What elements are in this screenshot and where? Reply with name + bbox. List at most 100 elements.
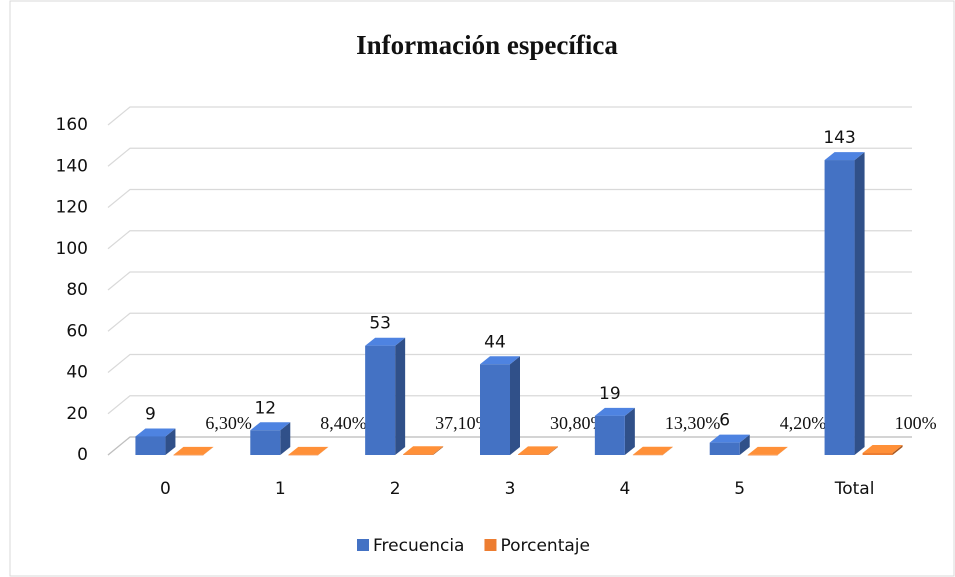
bar-top	[480, 356, 520, 365]
value-label: 4,20%	[780, 413, 827, 433]
y-tick-label: 100	[56, 239, 88, 259]
bar-side	[280, 422, 291, 455]
x-tick-label: 4	[619, 479, 630, 499]
legend-label: Frecuencia	[373, 536, 464, 556]
bar	[288, 446, 329, 456]
bar	[135, 428, 176, 455]
y-tick-label: 140	[56, 156, 88, 176]
bar	[403, 446, 444, 455]
bar-side	[662, 446, 673, 455]
bar	[594, 407, 635, 455]
bar-front	[518, 454, 548, 455]
bar-side	[548, 446, 558, 455]
grid-line	[107, 230, 912, 250]
bar-front	[824, 160, 855, 455]
legend-label: Porcentaje	[500, 536, 590, 556]
bar	[480, 356, 520, 455]
bar-front	[862, 452, 893, 455]
y-tick-label: 40	[66, 363, 88, 383]
bar-top	[288, 446, 329, 455]
value-label: 143	[823, 128, 855, 148]
bar-side	[854, 152, 865, 455]
y-tick-label: 120	[56, 198, 88, 218]
bar-side	[892, 444, 903, 455]
x-tick-label: 1	[275, 479, 286, 499]
x-tick-label: Total	[834, 479, 875, 499]
bar	[862, 444, 903, 455]
bar-front	[403, 454, 434, 455]
x-tick-label: 2	[390, 479, 401, 499]
value-label: 100%	[895, 413, 937, 433]
chart-title: Información específica	[356, 30, 618, 60]
bar-top	[173, 446, 214, 455]
bar	[709, 434, 750, 455]
bar-front	[480, 364, 510, 455]
y-tick-label: 0	[77, 445, 88, 465]
value-label: 37,10%	[435, 413, 491, 433]
x-tick-label: 5	[734, 479, 745, 499]
chart-border	[9, 0, 955, 577]
value-label: 6	[719, 411, 730, 431]
bar	[365, 337, 406, 455]
bar-top	[824, 152, 865, 161]
legend-swatch	[357, 539, 369, 551]
value-label: 12	[254, 398, 276, 418]
bar-front	[632, 454, 663, 456]
bar-top	[365, 337, 406, 346]
grid-line	[107, 312, 912, 332]
bar-top	[518, 446, 558, 455]
bar-front	[365, 345, 396, 455]
bar-top	[862, 444, 903, 453]
value-label: 8,40%	[320, 413, 367, 433]
value-label: 53	[369, 314, 391, 334]
bar-front	[594, 415, 625, 455]
value-label: 19	[599, 384, 621, 404]
y-tick-label: 20	[66, 404, 88, 424]
y-tick-label: 160	[56, 115, 88, 135]
bar-side	[318, 446, 329, 455]
bar-top	[594, 407, 635, 416]
bar-side	[165, 428, 176, 455]
bar	[250, 422, 291, 455]
grid-line	[107, 147, 912, 167]
value-label: 44	[484, 332, 506, 352]
value-label: 6,30%	[205, 413, 252, 433]
y-tick-label: 60	[66, 321, 88, 341]
bar-front	[288, 454, 319, 456]
bar-front	[709, 442, 740, 455]
bar-front	[250, 430, 281, 455]
bar	[747, 446, 788, 456]
bar	[173, 446, 214, 456]
value-label: 13,30%	[665, 413, 721, 433]
bar	[824, 152, 865, 455]
value-label: 9	[145, 404, 156, 424]
bar-side	[203, 446, 214, 455]
bar-front	[173, 454, 204, 456]
x-tick-label: 3	[505, 479, 516, 499]
bar-side	[777, 446, 788, 455]
bar-top	[709, 434, 750, 443]
grid-line	[107, 353, 912, 373]
bar-top	[135, 428, 176, 437]
bar-side	[510, 356, 520, 455]
bar-top	[250, 422, 291, 431]
bar-top	[747, 446, 788, 455]
floor	[107, 436, 912, 456]
bar-side	[739, 434, 750, 455]
bar-top	[632, 446, 673, 455]
value-label: 30,80%	[550, 413, 606, 433]
y-tick-label: 80	[66, 280, 88, 300]
bar-side	[395, 337, 406, 455]
legend-swatch	[484, 539, 497, 551]
bar-side	[624, 407, 635, 455]
bar-front	[747, 454, 778, 456]
grid-line	[107, 271, 912, 291]
grid-line	[107, 188, 912, 208]
x-tick-label: 0	[160, 479, 171, 499]
grid-line	[107, 106, 912, 126]
bar-side	[433, 446, 444, 455]
bar	[518, 446, 558, 455]
bar	[632, 446, 673, 456]
bar-top	[403, 446, 444, 455]
